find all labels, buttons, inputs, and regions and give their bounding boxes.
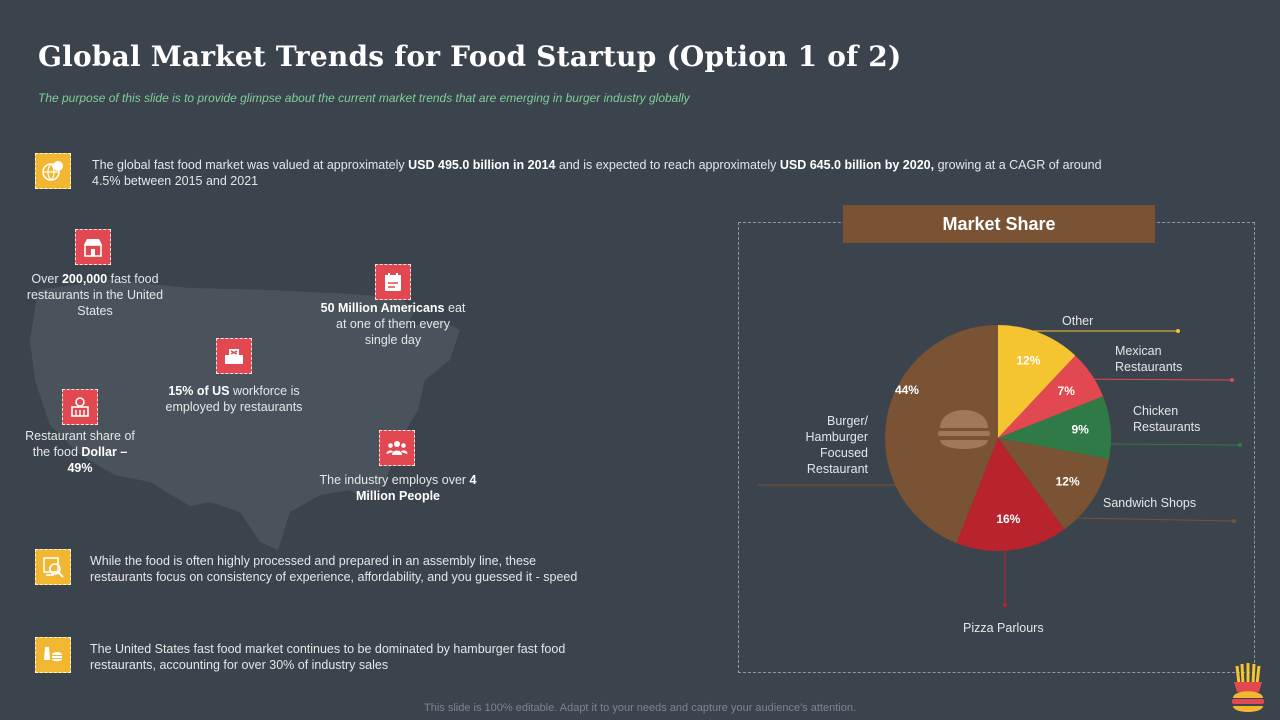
stat-workforce: 15% of US workforce is employed by resta… [165,384,303,414]
calendar-icon [375,264,411,300]
point-hamburger-dominance: The United States fast food market conti… [90,642,566,672]
category-label-pizza: Pizza Parlours [963,621,1044,635]
category-label-sandwich: Sandwich Shops [1103,496,1197,510]
category-label-other: Other [1062,314,1094,328]
store-icon [62,389,98,425]
page-subtitle: The purpose of this slide is to provide … [38,91,690,105]
workforce-icon [216,338,252,374]
stat-employment: The industry employs over 4 Million Peop… [319,473,477,503]
stat-daily-americans: 50 Million Americans eat at one of them … [320,301,466,347]
footer-note: This slide is 100% editable. Adapt it to… [424,702,856,714]
fries-burger-logo-icon [1232,663,1264,712]
category-label-mexican: Mexican Restaurants [1115,344,1183,374]
market-share-title: Market Share [843,205,1155,243]
point-market-value: The global fast food market was valued a… [92,158,1102,188]
page-title: Global Market Trends for Food Startup (O… [38,40,902,73]
stat-restaurant-count: Over 200,000 fast food restaurants in th… [26,272,164,318]
food-search-icon [35,549,71,585]
us-map-background [30,280,460,550]
category-label-chicken: Chicken Restaurants [1133,404,1201,434]
people-icon [379,430,415,466]
category-label-burger: Burger/ Hamburger Focused Restaurant [805,414,868,476]
restaurant-icon [75,229,111,265]
burger-fries-icon [35,637,71,673]
globe-food-icon [35,153,71,189]
stat-food-dollar-share: Restaurant share of the food Dollar – 49… [25,429,135,475]
point-consistency: While the food is often highly processed… [90,554,578,584]
